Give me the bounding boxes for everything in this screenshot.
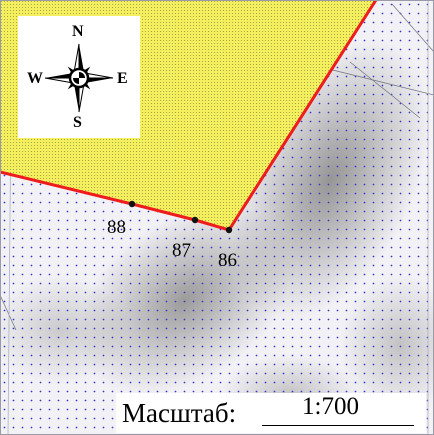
scale-value: 1:700 <box>302 393 359 420</box>
compass-south-label: S <box>73 114 82 131</box>
point-label-86: 86 <box>218 250 237 271</box>
compass-west-label: W <box>27 70 43 87</box>
point-label-87: 87 <box>172 240 191 261</box>
point-label-88: 88 <box>107 217 126 238</box>
compass-north-label: N <box>72 23 84 40</box>
scale-title: Масштаб: <box>122 398 237 428</box>
scale-underline <box>262 425 414 426</box>
boundary-point-86[interactable] <box>225 226 233 234</box>
scale-panel: Масштаб: 1:700 <box>116 393 426 433</box>
compass: N S W E <box>18 16 140 138</box>
boundary-point-88[interactable] <box>128 200 136 208</box>
boundary-point-87[interactable] <box>191 216 199 224</box>
compass-east-label: E <box>117 70 128 87</box>
compass-rose-icon <box>44 43 114 113</box>
